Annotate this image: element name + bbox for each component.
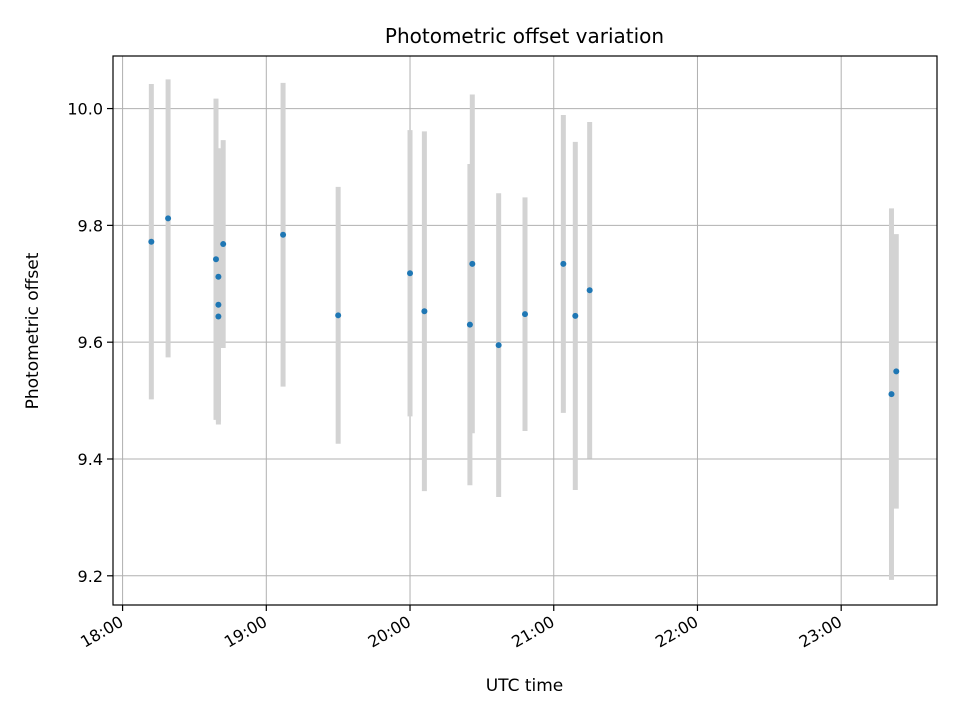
data-point xyxy=(560,260,567,267)
y-tick-label: 9.4 xyxy=(78,450,103,469)
data-point xyxy=(888,391,895,398)
data-points xyxy=(148,215,900,398)
data-point xyxy=(280,231,287,238)
data-point xyxy=(165,215,172,222)
y-tick-label: 10.0 xyxy=(67,100,103,119)
data-point xyxy=(469,260,476,267)
data-point xyxy=(220,241,227,248)
data-point xyxy=(148,238,155,245)
data-point xyxy=(572,312,579,319)
data-point xyxy=(466,321,473,328)
data-point xyxy=(215,313,222,320)
chart-title: Photometric offset variation xyxy=(385,24,664,48)
plot-frame xyxy=(112,55,938,606)
y-axis-title: Photometric offset xyxy=(23,252,43,409)
data-point xyxy=(407,270,414,277)
y-tick-label: 9.6 xyxy=(78,333,103,352)
data-point xyxy=(586,287,593,294)
y-axis-ticks: 9.2 9.4 9.6 9.8 10.0 xyxy=(67,100,113,586)
data-point xyxy=(213,256,219,263)
data-point xyxy=(522,311,528,318)
data-point xyxy=(421,308,428,315)
y-tick-label: 9.2 xyxy=(78,567,103,586)
data-point xyxy=(893,368,900,375)
data-point xyxy=(215,301,222,308)
data-point xyxy=(335,312,342,319)
y-tick-label: 9.8 xyxy=(78,216,103,235)
data-point xyxy=(495,342,502,349)
x-axis-title: UTC time xyxy=(486,676,564,696)
data-point xyxy=(215,273,222,280)
